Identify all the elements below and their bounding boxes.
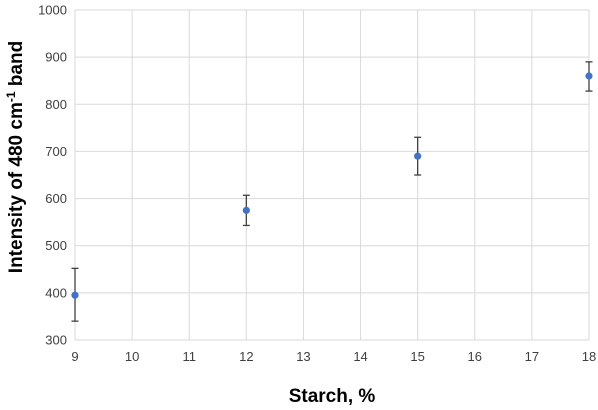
x-tick-label: 15 bbox=[410, 349, 424, 364]
data-point bbox=[242, 206, 250, 214]
x-tick-label: 12 bbox=[239, 349, 253, 364]
y-axis-title-suffix: band bbox=[6, 41, 27, 92]
x-tick-label: 10 bbox=[125, 349, 139, 364]
x-tick-label: 18 bbox=[582, 349, 596, 364]
y-tick-label: 1000 bbox=[38, 3, 67, 18]
y-tick-label: 900 bbox=[45, 50, 67, 65]
data-point bbox=[71, 291, 79, 299]
y-tick-label: 800 bbox=[45, 97, 67, 112]
x-tick-label: 14 bbox=[353, 349, 367, 364]
data-point bbox=[414, 152, 422, 160]
y-axis-title: Intensity of 480 cm-1 band bbox=[4, 41, 27, 273]
y-axis-title-main: Intensity of 480 cm bbox=[6, 102, 27, 273]
x-tick-label: 16 bbox=[468, 349, 482, 364]
y-tick-label: 300 bbox=[45, 333, 67, 348]
y-tick-label: 400 bbox=[45, 285, 67, 300]
x-axis-title: Starch, % bbox=[289, 386, 376, 407]
grid-layer bbox=[74, 9, 590, 341]
y-tick-label: 500 bbox=[45, 238, 67, 253]
x-tick-label: 9 bbox=[71, 349, 78, 364]
x-tick-label: 11 bbox=[182, 349, 196, 364]
y-tick-label: 600 bbox=[45, 191, 67, 206]
y-axis-title-sup: -1 bbox=[4, 91, 18, 102]
tick-labels: 300 400 500 600 700 800 900 1000 9 10 11 12 13 14 15 16… bbox=[38, 3, 596, 365]
error-bars bbox=[71, 61, 593, 322]
data-point bbox=[585, 72, 593, 80]
x-tick-label: 13 bbox=[296, 349, 310, 364]
data-points bbox=[71, 72, 593, 299]
x-tick-label: 17 bbox=[525, 349, 539, 364]
y-tick-label: 700 bbox=[45, 144, 67, 159]
